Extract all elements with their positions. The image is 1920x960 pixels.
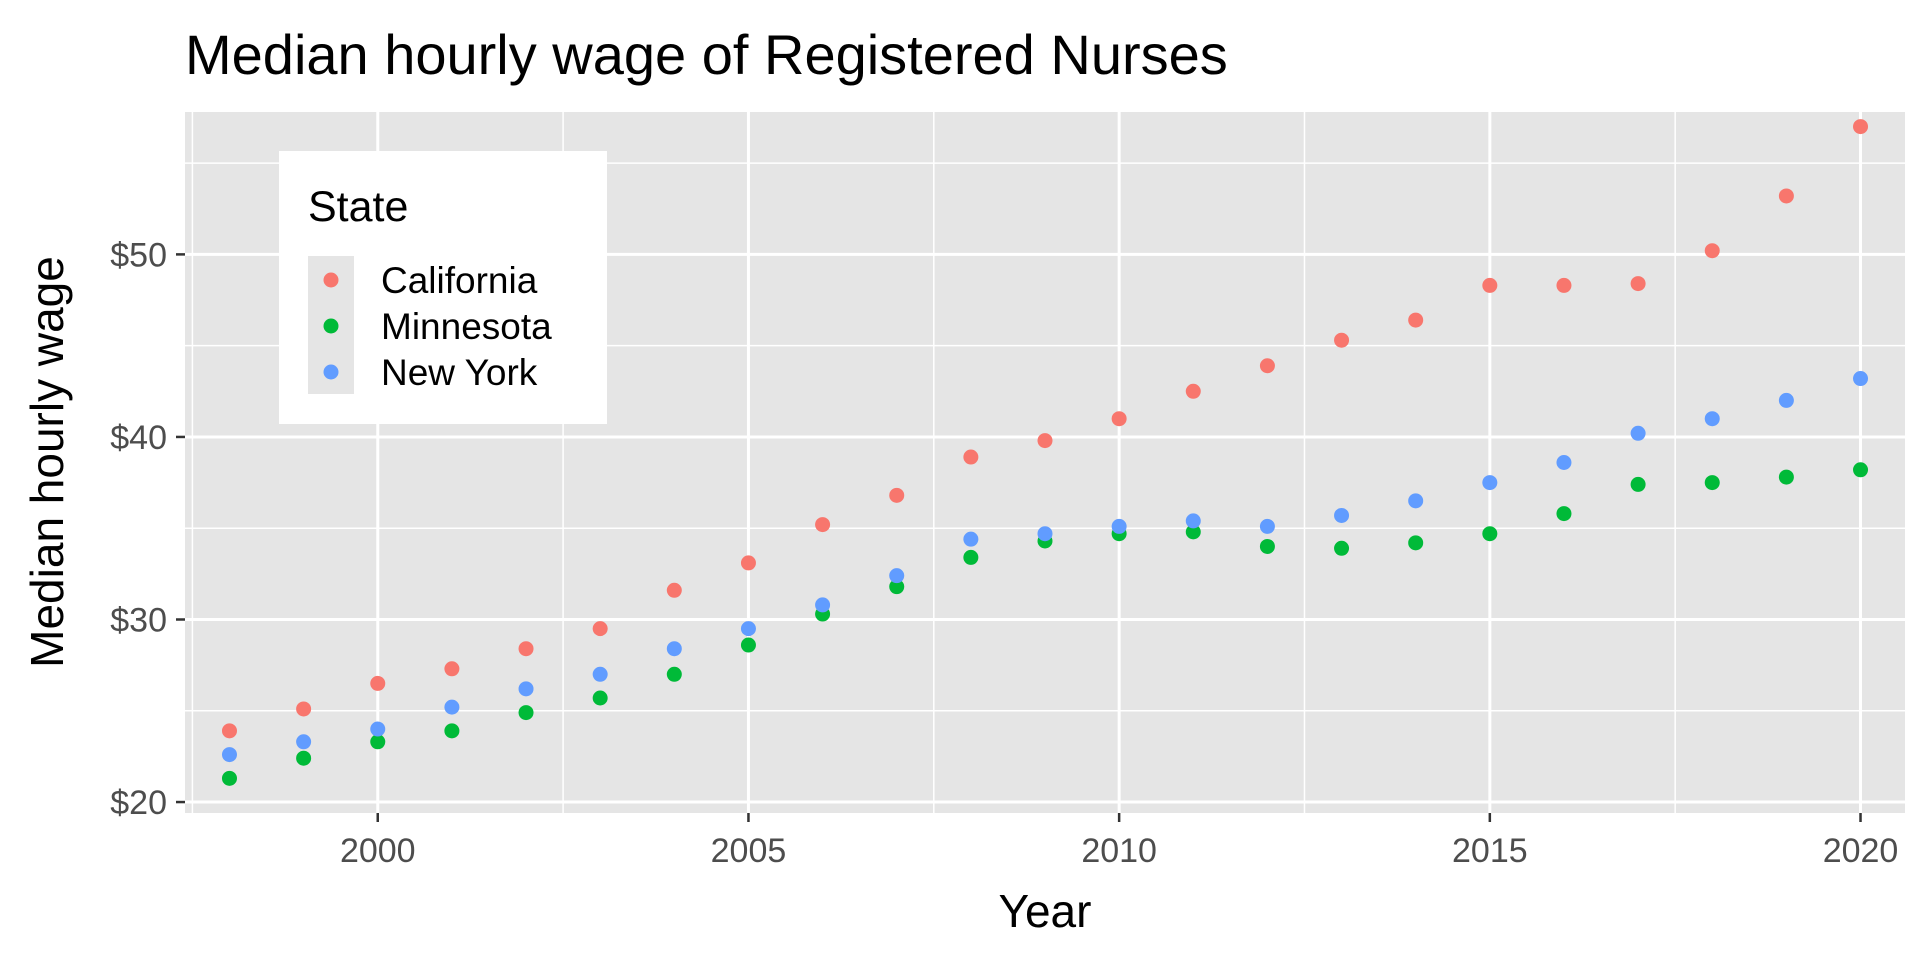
point-minnesota <box>1259 538 1275 554</box>
point-minnesota <box>1334 540 1350 556</box>
x-tick-label: 2015 <box>1452 832 1528 870</box>
point-new-york <box>963 531 979 547</box>
point-minnesota <box>1853 462 1869 478</box>
point-california <box>296 701 312 717</box>
point-new-york <box>1482 475 1498 491</box>
point-new-york <box>1259 518 1275 534</box>
point-new-york <box>1778 392 1794 408</box>
point-new-york <box>1408 493 1424 509</box>
point-new-york <box>889 568 905 584</box>
x-axis: 2000 2005 2010 2015 2020 <box>340 813 1898 870</box>
point-california <box>1778 188 1794 204</box>
point-minnesota <box>889 579 905 595</box>
point-minnesota <box>221 770 237 786</box>
point-new-york <box>740 621 756 637</box>
point-new-york <box>1334 507 1350 523</box>
point-new-york <box>1037 526 1053 542</box>
legend-label-new-york: New York <box>381 352 538 393</box>
y-axis-title: Median hourly wage <box>21 256 73 668</box>
x-tick-label: 2000 <box>340 832 416 870</box>
legend-label-california: California <box>381 260 538 301</box>
point-new-york <box>221 747 237 763</box>
data-points <box>221 119 1869 786</box>
point-california <box>1259 358 1275 374</box>
point-minnesota <box>1704 475 1720 491</box>
point-minnesota <box>1630 476 1646 492</box>
point-new-york <box>592 666 608 682</box>
point-new-york <box>1185 513 1201 529</box>
point-new-york <box>370 721 386 737</box>
point-california <box>1185 383 1201 399</box>
point-california <box>1482 277 1498 293</box>
legend-key-minnesota <box>323 318 339 334</box>
point-california <box>592 621 608 637</box>
point-minnesota <box>1556 506 1572 522</box>
x-tick-label: 2020 <box>1823 832 1899 870</box>
point-minnesota <box>296 750 312 766</box>
point-new-york <box>444 699 460 715</box>
point-new-york <box>1111 518 1127 534</box>
point-minnesota <box>666 666 682 682</box>
point-california <box>740 555 756 571</box>
point-minnesota <box>1482 526 1498 542</box>
point-minnesota <box>1185 524 1201 540</box>
chart-title: Median hourly wage of Registered Nurses <box>185 23 1228 86</box>
point-california <box>221 723 237 739</box>
y-axis: $20 $30 $40 $50 <box>110 236 185 822</box>
point-california <box>1408 312 1424 328</box>
legend-label-minnesota: Minnesota <box>381 306 552 347</box>
y-tick-label: $20 <box>110 784 167 822</box>
point-new-york <box>1853 371 1869 387</box>
point-minnesota <box>1778 469 1794 485</box>
point-minnesota <box>1408 535 1424 551</box>
point-california <box>1853 119 1869 135</box>
point-new-york <box>1630 425 1646 441</box>
point-new-york <box>815 597 831 613</box>
legend-items: California Minnesota New York <box>323 260 552 393</box>
point-california <box>1037 433 1053 449</box>
point-california <box>889 487 905 503</box>
legend-key-california <box>323 272 339 288</box>
point-california <box>1630 276 1646 292</box>
point-california <box>1556 277 1572 293</box>
point-new-york <box>666 641 682 657</box>
point-california <box>518 641 534 657</box>
point-minnesota <box>740 637 756 653</box>
legend: State California Minnesota New York <box>279 151 607 424</box>
point-california <box>1111 411 1127 427</box>
point-minnesota <box>963 549 979 565</box>
x-tick-label: 2005 <box>711 832 787 870</box>
point-new-york <box>518 681 534 697</box>
y-tick-label: $30 <box>110 601 167 639</box>
point-minnesota <box>518 705 534 721</box>
point-new-york <box>1704 411 1720 427</box>
point-california <box>1704 243 1720 259</box>
point-california <box>370 675 386 691</box>
point-new-york <box>296 734 312 750</box>
point-minnesota <box>444 723 460 739</box>
x-tick-label: 2010 <box>1081 832 1157 870</box>
point-california <box>963 449 979 465</box>
point-minnesota <box>370 734 386 750</box>
legend-key-new-york <box>323 364 339 380</box>
y-tick-label: $50 <box>110 236 167 274</box>
x-axis-title: Year <box>999 885 1092 937</box>
point-minnesota <box>592 690 608 706</box>
point-california <box>666 582 682 598</box>
y-tick-label: $40 <box>110 419 167 457</box>
point-new-york <box>1556 455 1572 470</box>
point-california <box>1334 332 1350 348</box>
point-california <box>815 517 831 533</box>
legend-title: State <box>308 183 408 231</box>
point-california <box>444 661 460 677</box>
